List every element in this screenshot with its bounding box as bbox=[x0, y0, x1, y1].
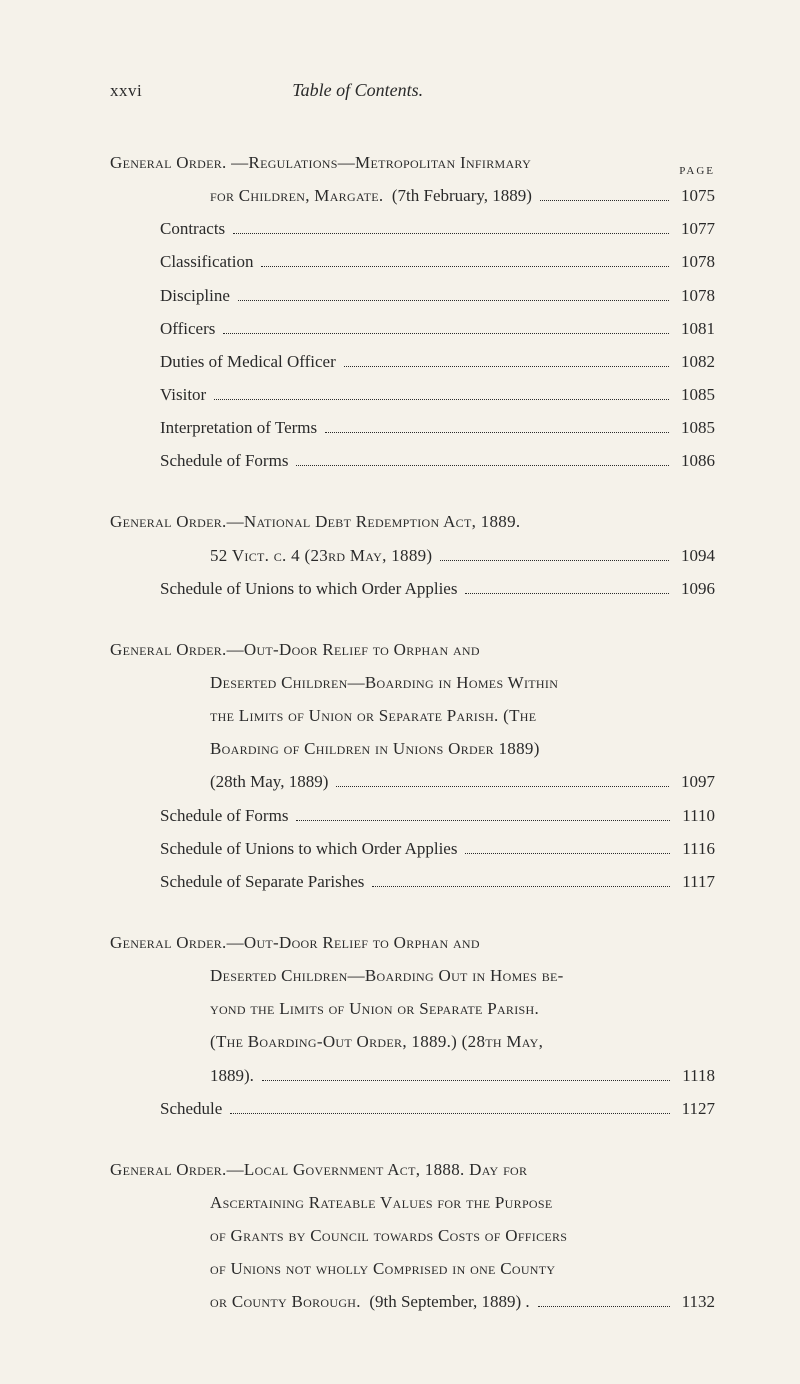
leader-dots bbox=[336, 786, 669, 787]
entry-text: Officers bbox=[160, 312, 215, 345]
page-ref: 1077 bbox=[677, 212, 715, 245]
entry-text: Schedule of Unions to which Order Applie… bbox=[160, 832, 457, 865]
entry-text: Schedule of Separate Parishes bbox=[160, 865, 364, 898]
page-ref: 1110 bbox=[678, 799, 715, 832]
page-ref: 1081 bbox=[677, 312, 715, 345]
toc-entry: Duties of Medical Officer 1082 bbox=[110, 345, 715, 378]
leader-dots bbox=[440, 560, 669, 561]
entry-text: Contracts bbox=[160, 212, 225, 245]
page-ref: 1085 bbox=[677, 378, 715, 411]
entry-text: Schedule of Forms bbox=[160, 799, 288, 832]
toc-entry: Schedule of Separate Parishes 1117 bbox=[110, 865, 715, 898]
section-heading-line: 1889). 1118 bbox=[110, 1059, 715, 1092]
page-ref: 1078 bbox=[677, 279, 715, 312]
section-heading-line: Boarding of Children in Unions Order 188… bbox=[110, 732, 715, 765]
section-heading-line: General Order.—National Debt Redemption … bbox=[110, 505, 715, 538]
heading-text: General Order.—National Debt Redemption … bbox=[110, 512, 520, 531]
page-ref: 1075 bbox=[677, 179, 715, 212]
page-ref: 1118 bbox=[678, 1059, 715, 1092]
toc-entry: Schedule of Unions to which Order Applie… bbox=[110, 832, 715, 865]
leader-dots bbox=[538, 1306, 670, 1307]
toc-entry: Classification 1078 bbox=[110, 245, 715, 278]
heading-text: (28th May, 1889) bbox=[210, 765, 328, 798]
toc-section: General Order.—Out-Door Relief to Orphan… bbox=[110, 633, 715, 898]
section-heading-line: (28th May, 1889) 1097 bbox=[110, 765, 715, 798]
page-header: xxvi Table of Contents. bbox=[110, 80, 715, 101]
leader-dots bbox=[465, 853, 670, 854]
heading-text: for Children, Margate. (7th February, 18… bbox=[210, 179, 532, 212]
toc-entry: Schedule 1127 bbox=[110, 1092, 715, 1125]
section-heading-line: of Unions not wholly Comprised in one Co… bbox=[110, 1252, 715, 1285]
toc-section: General Order.—Out-Door Relief to Orphan… bbox=[110, 926, 715, 1125]
toc-section: General Order.—National Debt Redemption … bbox=[110, 505, 715, 604]
page-ref: 1094 bbox=[677, 539, 715, 572]
leader-dots bbox=[223, 333, 669, 334]
toc-section: General Order. —Regulations—Metropolitan… bbox=[110, 146, 715, 477]
leader-dots bbox=[233, 233, 669, 234]
section-heading-line: 52 Vict. c. 4 (23rd May, 1889) 1094 bbox=[110, 539, 715, 572]
heading-text: or County Borough. (9th September, 1889)… bbox=[210, 1285, 530, 1318]
leader-dots bbox=[325, 432, 669, 433]
section-heading-line: Deserted Children—Boarding in Homes With… bbox=[110, 666, 715, 699]
page-ref: 1078 bbox=[677, 245, 715, 278]
page-column-label: PAGE bbox=[679, 165, 715, 177]
toc-entry: Visitor 1085 bbox=[110, 378, 715, 411]
entry-text: Discipline bbox=[160, 279, 230, 312]
page-ref: 1127 bbox=[678, 1092, 715, 1125]
leader-dots bbox=[214, 399, 669, 400]
section-heading-line: General Order. —Regulations—Metropolitan… bbox=[110, 146, 715, 179]
section-heading-line: for Children, Margate. (7th February, 18… bbox=[110, 179, 715, 212]
page-ref: 1132 bbox=[678, 1285, 715, 1318]
leader-dots bbox=[296, 820, 670, 821]
leader-dots bbox=[238, 300, 669, 301]
section-heading-line: the Limits of Union or Separate Parish. … bbox=[110, 699, 715, 732]
entry-text: Classification bbox=[160, 245, 253, 278]
leader-dots bbox=[344, 366, 669, 367]
leader-dots bbox=[372, 886, 670, 887]
toc-entry: Contracts 1077 bbox=[110, 212, 715, 245]
leader-dots bbox=[262, 1080, 670, 1081]
leader-dots bbox=[465, 593, 669, 594]
page-ref: 1116 bbox=[678, 832, 715, 865]
leader-dots bbox=[296, 465, 669, 466]
section-heading-line: (The Boarding-Out Order, 1889.) (28th Ma… bbox=[110, 1025, 715, 1058]
page-ref: 1082 bbox=[677, 345, 715, 378]
toc-entry: Schedule of Unions to which Order Applie… bbox=[110, 572, 715, 605]
section-heading-line: General Order.—Out-Door Relief to Orphan… bbox=[110, 926, 715, 959]
section-heading-line: Ascertaining Rateable Values for the Pur… bbox=[110, 1186, 715, 1219]
section-heading-line: or County Borough. (9th September, 1889)… bbox=[110, 1285, 715, 1318]
toc-entry: Discipline 1078 bbox=[110, 279, 715, 312]
toc-section: General Order.—Local Government Act, 188… bbox=[110, 1153, 715, 1319]
toc-entry: Interpretation of Terms 1085 bbox=[110, 411, 715, 444]
entry-text: Duties of Medical Officer bbox=[160, 345, 336, 378]
entry-text: Visitor bbox=[160, 378, 206, 411]
entry-text: Schedule bbox=[160, 1092, 222, 1125]
leader-dots bbox=[230, 1113, 669, 1114]
section-heading-line: Deserted Children—Boarding Out in Homes … bbox=[110, 959, 715, 992]
toc-entry: Schedule of Forms 1110 bbox=[110, 799, 715, 832]
section-heading-line: General Order.—Out-Door Relief to Orphan… bbox=[110, 633, 715, 666]
heading-text: 52 Vict. c. 4 (23rd May, 1889) bbox=[210, 539, 432, 572]
section-heading-line: yond the Limits of Union or Separate Par… bbox=[110, 992, 715, 1025]
heading-text: 1889). bbox=[210, 1059, 254, 1092]
page-ref: 1097 bbox=[677, 765, 715, 798]
leader-dots bbox=[261, 266, 669, 267]
page-title: Table of Contents. bbox=[292, 80, 423, 101]
heading-text: General Order. —Regulations—Metropolitan… bbox=[110, 153, 531, 172]
page-ref: 1096 bbox=[677, 572, 715, 605]
section-heading-line: General Order.—Local Government Act, 188… bbox=[110, 1153, 715, 1186]
toc-entry: Schedule of Forms 1086 bbox=[110, 444, 715, 477]
toc-entry: Officers 1081 bbox=[110, 312, 715, 345]
roman-page-number: xxvi bbox=[110, 81, 142, 101]
entry-text: Interpretation of Terms bbox=[160, 411, 317, 444]
page-ref: 1117 bbox=[678, 865, 715, 898]
leader-dots bbox=[540, 200, 669, 201]
page-ref: 1085 bbox=[677, 411, 715, 444]
entry-text: Schedule of Unions to which Order Applie… bbox=[160, 572, 457, 605]
page-ref: 1086 bbox=[677, 444, 715, 477]
entry-text: Schedule of Forms bbox=[160, 444, 288, 477]
section-heading-line: of Grants by Council towards Costs of Of… bbox=[110, 1219, 715, 1252]
